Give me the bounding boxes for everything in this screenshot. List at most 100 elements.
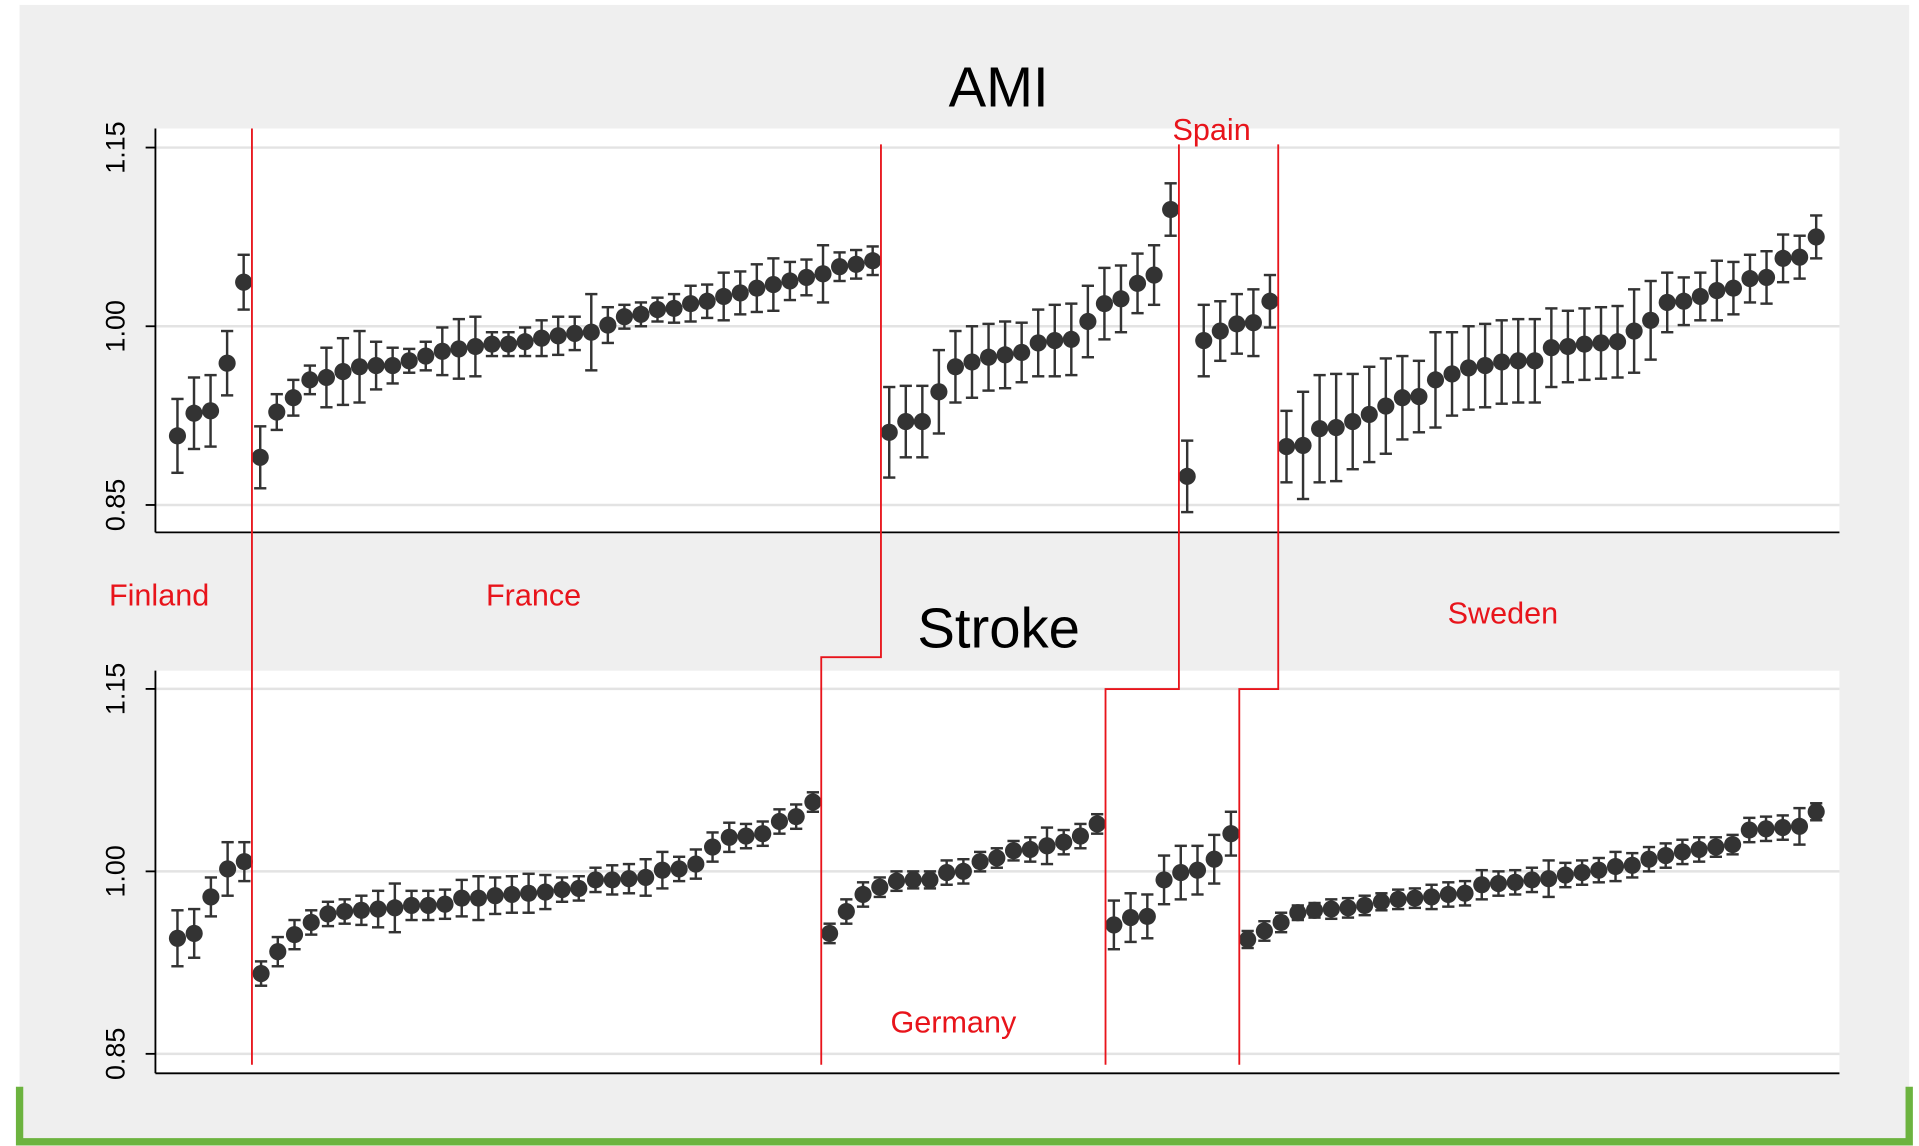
- point: [1741, 270, 1759, 288]
- point: [764, 276, 782, 294]
- point: [1294, 436, 1312, 454]
- point: [603, 871, 621, 889]
- point: [1573, 864, 1591, 882]
- point: [670, 860, 688, 878]
- point: [1038, 837, 1056, 855]
- point: [1138, 907, 1156, 925]
- point: [168, 929, 187, 947]
- point: [553, 881, 571, 899]
- point: [971, 853, 989, 871]
- point: [1691, 287, 1709, 306]
- point: [419, 896, 437, 915]
- point: [1606, 857, 1625, 876]
- point: [369, 900, 387, 918]
- point: [1155, 871, 1173, 889]
- point: [1311, 420, 1329, 438]
- point: [483, 335, 501, 353]
- point: [770, 812, 789, 831]
- point: [570, 879, 588, 897]
- country-label: France: [486, 578, 581, 612]
- point: [433, 342, 451, 360]
- point: [1640, 850, 1658, 868]
- point: [698, 292, 716, 310]
- point: [1122, 909, 1140, 927]
- point: [1062, 330, 1080, 348]
- point: [1105, 916, 1123, 934]
- point: [285, 926, 304, 944]
- point: [185, 924, 203, 942]
- country-label: Sweden: [1448, 597, 1559, 631]
- point: [1423, 888, 1441, 906]
- country-label: Germany: [891, 1005, 1017, 1039]
- point: [797, 268, 816, 286]
- point: [1071, 827, 1090, 845]
- chart-title: Stroke: [917, 597, 1080, 660]
- point: [1757, 820, 1775, 838]
- point: [871, 878, 889, 896]
- point: [804, 793, 822, 811]
- point: [284, 389, 302, 407]
- point: [599, 316, 617, 334]
- point: [1590, 861, 1608, 879]
- point: [1377, 397, 1395, 415]
- point: [319, 905, 337, 923]
- point: [302, 913, 320, 932]
- country-separator: [820, 144, 882, 1065]
- point: [1162, 200, 1180, 219]
- point: [1807, 803, 1825, 821]
- point: [897, 413, 915, 431]
- point: [185, 404, 203, 422]
- point: [864, 252, 882, 270]
- y-tick-label: 0.85: [101, 1028, 131, 1080]
- point: [201, 402, 220, 420]
- point: [1724, 836, 1742, 854]
- point: [202, 888, 220, 906]
- point: [1046, 331, 1064, 350]
- point: [1272, 913, 1290, 932]
- point: [1658, 293, 1676, 312]
- point: [620, 870, 638, 888]
- point: [1493, 353, 1511, 371]
- point: [1055, 833, 1073, 851]
- point: [384, 357, 402, 375]
- point: [235, 273, 253, 291]
- point: [1406, 889, 1424, 907]
- point: [1356, 896, 1374, 915]
- point: [1623, 856, 1641, 874]
- point: [520, 884, 538, 902]
- y-tick-label: 1.00: [101, 300, 131, 352]
- y-tick-label: 1.00: [101, 845, 131, 897]
- point: [1410, 387, 1428, 406]
- point: [1506, 873, 1524, 891]
- point: [1128, 274, 1147, 292]
- point: [1344, 413, 1362, 431]
- point: [1707, 838, 1725, 856]
- point: [1360, 405, 1378, 423]
- point: [1608, 333, 1627, 351]
- plot-area: [155, 128, 1840, 533]
- point: [486, 887, 504, 905]
- point: [737, 827, 755, 845]
- point: [1255, 922, 1273, 940]
- y-tick-label: 1.15: [101, 121, 131, 173]
- point: [930, 383, 948, 401]
- point: [1473, 876, 1491, 894]
- point: [1095, 295, 1113, 313]
- point: [1489, 874, 1508, 893]
- country-label: Spain: [1173, 113, 1251, 147]
- point: [1774, 819, 1792, 837]
- point: [748, 279, 766, 297]
- point: [466, 337, 484, 356]
- country-separator: [1104, 144, 1180, 1065]
- point: [1222, 825, 1240, 843]
- point: [1790, 817, 1809, 835]
- point: [847, 255, 865, 273]
- point: [252, 964, 270, 983]
- point: [1188, 861, 1207, 879]
- point: [954, 862, 972, 880]
- point: [1004, 842, 1023, 860]
- point: [1426, 371, 1445, 389]
- point: [1675, 292, 1693, 310]
- point: [703, 838, 722, 856]
